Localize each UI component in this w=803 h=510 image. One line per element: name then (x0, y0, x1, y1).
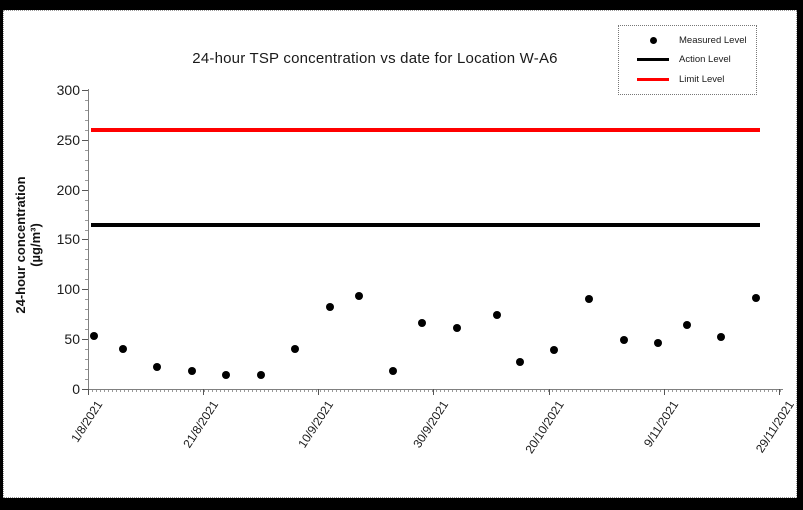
y-minor-tick (85, 329, 88, 331)
y-minor-tick (85, 369, 88, 371)
measured-point (118, 345, 127, 354)
y-minor-tick (85, 229, 88, 231)
legend-entry-measured-level: Measured Level (627, 35, 752, 46)
x-tick-label: 1/8/2021 (68, 398, 106, 445)
y-major-tick (82, 289, 88, 291)
measured-point (389, 367, 398, 376)
y-minor-tick (85, 149, 88, 151)
y-minor-tick (85, 299, 88, 301)
x-major-tick (548, 389, 550, 395)
x-major-tick (778, 389, 780, 395)
y-major-tick (82, 89, 88, 91)
measured-point (550, 346, 559, 355)
x-tick-label: 20/10/2021 (521, 398, 567, 456)
action-level-line-icon (637, 58, 669, 62)
y-tick-label: 0 (72, 381, 80, 397)
y-major-tick (82, 189, 88, 191)
y-tick-label: 200 (56, 181, 80, 198)
measured-level-dot-icon (649, 37, 657, 45)
x-axis-minor-ticks (88, 390, 783, 392)
y-tick-label: 300 (56, 81, 80, 98)
y-minor-tick (85, 219, 88, 221)
y-minor-tick (85, 269, 88, 271)
measured-point (291, 345, 300, 354)
x-major-tick (318, 389, 320, 395)
legend-entry-action-level: Action Level (627, 54, 752, 65)
y-major-tick (82, 239, 88, 241)
legend-label-limit-level: Limit Level (679, 73, 725, 85)
x-major-tick (88, 389, 89, 395)
y-minor-tick (85, 359, 88, 361)
chart-title: 24-hour TSP concentration vs date for Lo… (192, 50, 558, 67)
measured-point (717, 333, 726, 342)
y-minor-tick (85, 279, 88, 281)
x-tick-label: 9/11/2021 (641, 398, 682, 450)
measured-point (619, 336, 628, 345)
y-minor-tick (85, 199, 88, 201)
y-major-tick (82, 339, 88, 341)
x-tick-label: 30/9/2021 (410, 398, 452, 451)
action-level-line (91, 222, 760, 227)
x-tick-label: 21/8/2021 (180, 398, 221, 451)
limit-level-line (91, 127, 760, 132)
measured-point (515, 358, 524, 367)
y-minor-tick (85, 159, 88, 161)
y-minor-tick (85, 249, 88, 251)
y-minor-tick (85, 309, 88, 311)
legend-label-action-level: Action Level (679, 54, 731, 66)
legend-label-measured-level: Measured Level (679, 35, 747, 47)
measured-point (751, 294, 760, 303)
measured-point (654, 339, 663, 348)
y-minor-tick (85, 349, 88, 351)
y-major-tick (82, 389, 88, 390)
measured-point (222, 371, 231, 380)
y-tick-label: 50 (64, 331, 80, 348)
measured-point (584, 295, 593, 304)
measured-point (256, 371, 265, 380)
y-tick-label: 150 (56, 231, 80, 248)
y-major-tick (82, 139, 88, 141)
measured-point (187, 367, 196, 376)
y-minor-tick (85, 179, 88, 181)
measured-point (325, 303, 334, 312)
limit-level-line-icon (637, 77, 669, 81)
measured-point (452, 324, 461, 333)
y-minor-tick (85, 129, 88, 131)
y-minor-tick (85, 209, 88, 211)
y-tick-label: 250 (56, 131, 80, 148)
measured-point (153, 363, 162, 372)
y-minor-tick (85, 169, 88, 171)
legend: Measured Level Action Level Limit Level (618, 25, 757, 95)
y-minor-tick (85, 119, 88, 121)
y-minor-tick (85, 259, 88, 261)
y-minor-tick (85, 99, 88, 101)
y-minor-tick (85, 379, 88, 381)
measured-point (354, 292, 363, 301)
measured-point (682, 321, 691, 330)
legend-entry-limit-level: Limit Level (627, 74, 752, 85)
y-tick-label: 100 (56, 281, 80, 298)
measured-point (417, 319, 426, 328)
y-minor-tick (85, 109, 88, 111)
x-axis (88, 389, 783, 390)
y-axis (88, 89, 89, 391)
x-tick-label: 10/9/2021 (295, 398, 337, 451)
y-minor-tick (85, 319, 88, 321)
x-major-tick (663, 389, 665, 395)
x-major-tick (203, 389, 205, 395)
measured-point (492, 311, 501, 320)
x-major-tick (433, 389, 435, 395)
measured-point (89, 332, 98, 341)
x-tick-label: 29/11/2021 (752, 398, 797, 456)
